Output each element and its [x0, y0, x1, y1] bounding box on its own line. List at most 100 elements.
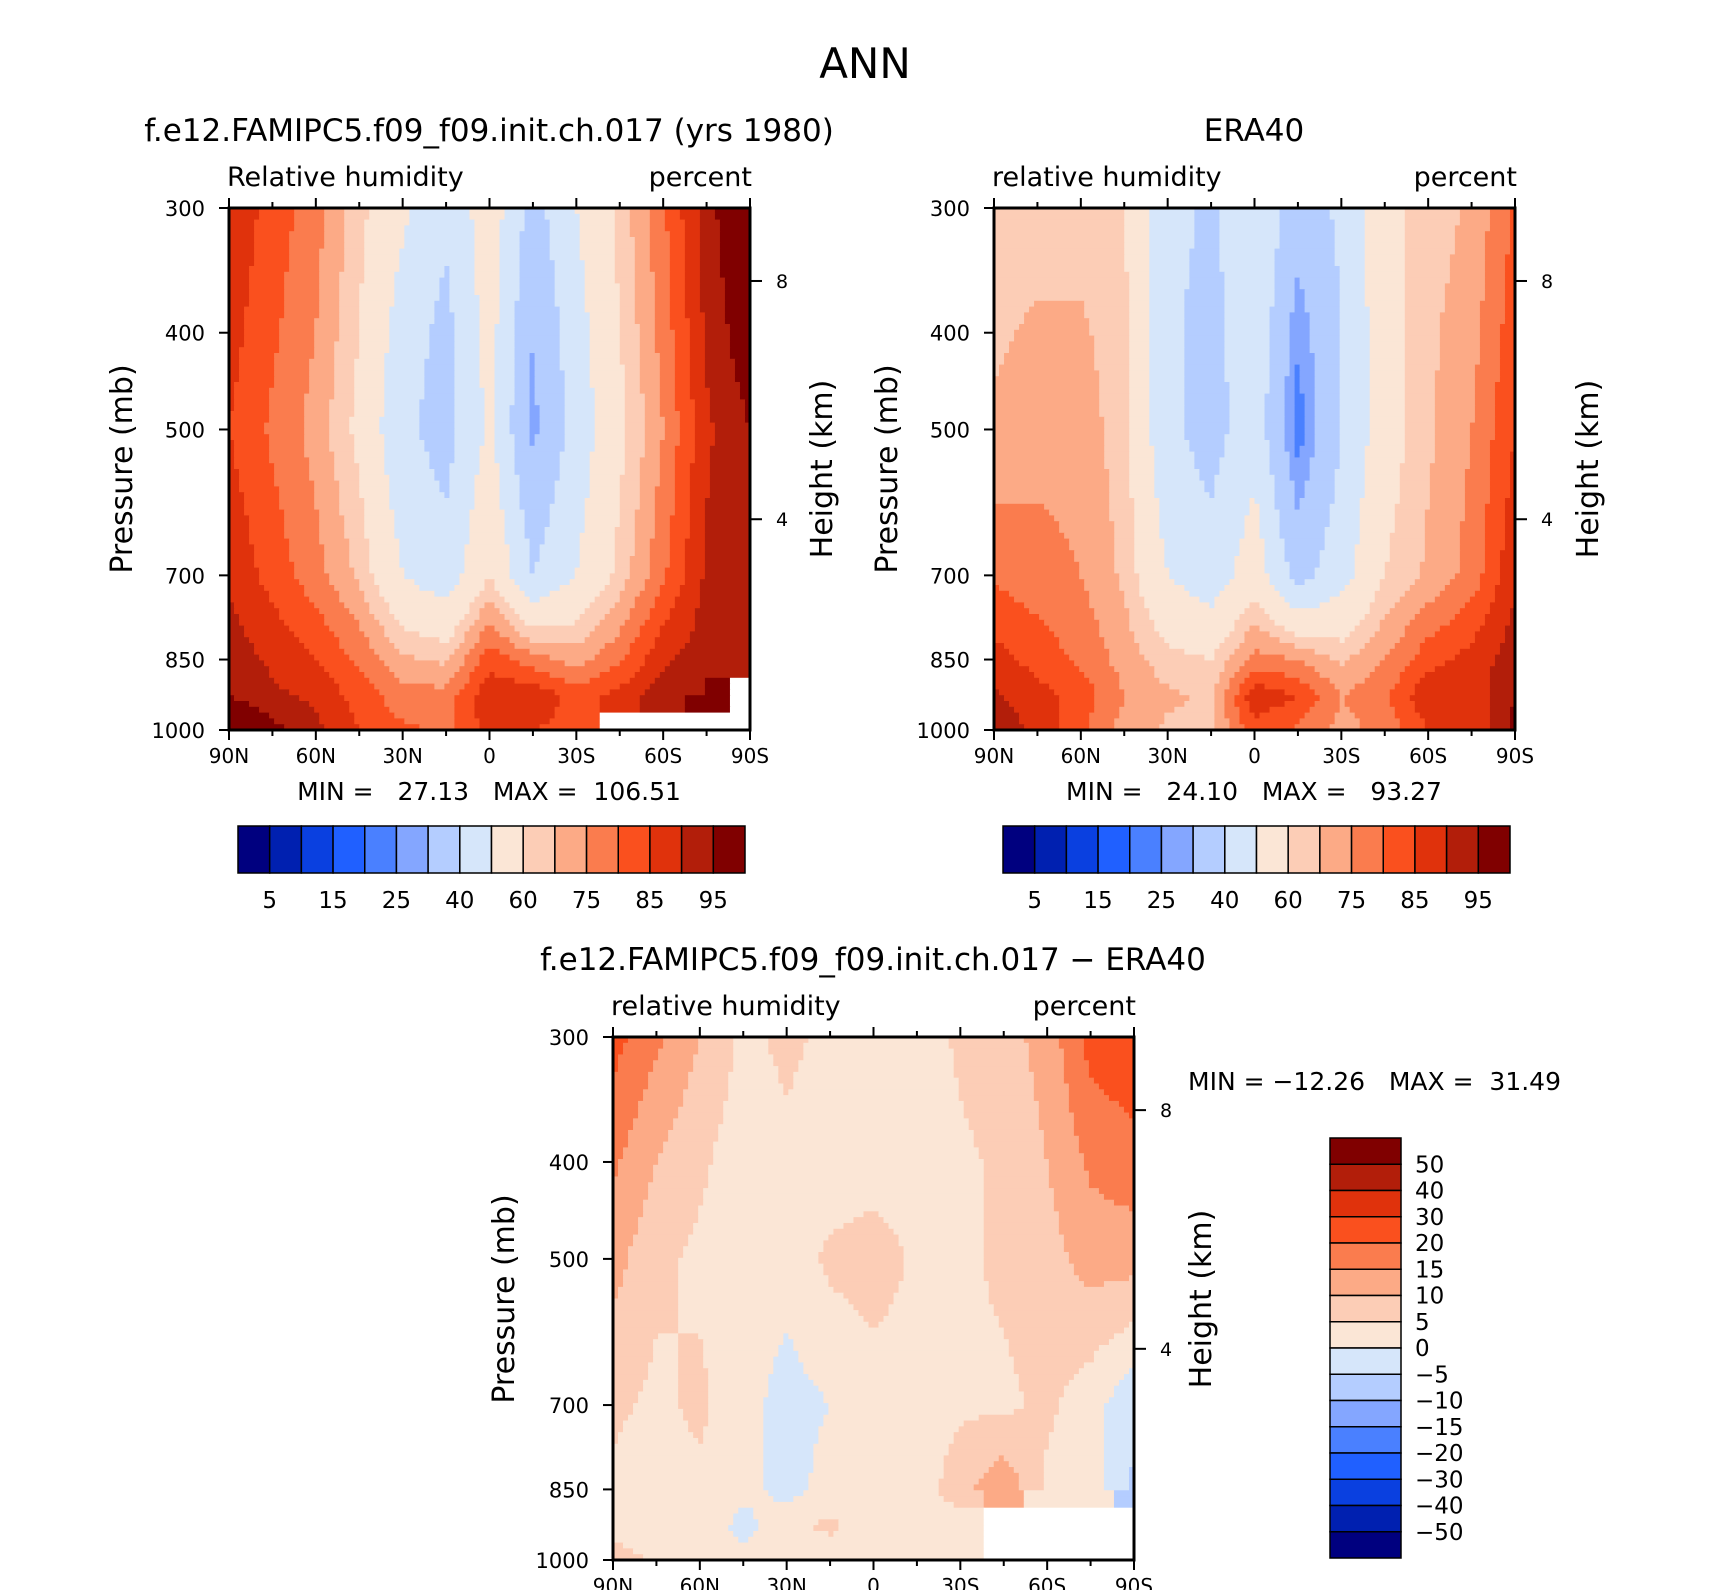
- field-cell: [1214, 718, 1231, 725]
- field-cell: [584, 306, 621, 313]
- field-cell: [1094, 706, 1120, 714]
- field-cell: [673, 1118, 724, 1125]
- field-cell: [1184, 295, 1226, 302]
- y-tick-label: 500: [549, 1248, 589, 1272]
- field-cell: [644, 434, 666, 441]
- field-cell: [1424, 527, 1461, 534]
- field-cell: [709, 411, 746, 418]
- field-cell: [1103, 1478, 1130, 1486]
- field-cell: [634, 283, 656, 290]
- field-cell: [659, 364, 676, 371]
- field-cell: [1454, 231, 1486, 238]
- field-cell: [444, 660, 466, 667]
- field-cell: [629, 208, 651, 215]
- field-cell: [314, 347, 335, 354]
- field-cell: [684, 225, 701, 232]
- field-cell: [234, 451, 270, 458]
- field-cell: [643, 1379, 679, 1387]
- field-cell: [589, 486, 621, 493]
- field-cell: [1459, 208, 1491, 215]
- field-cell: [828, 1408, 1015, 1416]
- field-cell: [1164, 550, 1241, 557]
- field-cell: [249, 271, 285, 279]
- field-cell: [539, 683, 621, 690]
- field-cell: [1314, 411, 1341, 418]
- field-cell: [624, 422, 646, 429]
- field-cell: [504, 532, 526, 540]
- field-cell: [364, 271, 395, 279]
- field-cell: [1094, 364, 1130, 371]
- field-cell: [1229, 387, 1271, 395]
- field-cell: [624, 370, 641, 377]
- field-cell: [639, 382, 661, 389]
- field-cell: [1509, 463, 1515, 470]
- field-cell: [284, 295, 320, 302]
- field-cell: [1354, 573, 1386, 580]
- field-cell: [1103, 1484, 1130, 1491]
- field-cell: [1048, 1432, 1105, 1439]
- field-cell: [624, 387, 641, 395]
- field-cell: [419, 724, 456, 730]
- field-cell: [994, 358, 1005, 366]
- field-cell: [374, 614, 395, 621]
- field-cell: [618, 1292, 679, 1300]
- field-cell: [1404, 213, 1461, 221]
- field-cell: [1354, 625, 1381, 632]
- field-cell: [1399, 469, 1431, 476]
- field-cell: [674, 463, 691, 470]
- field-cell: [1224, 318, 1271, 325]
- field-cell: [389, 306, 435, 313]
- field-cell: [1474, 631, 1506, 638]
- field-cell: [634, 295, 656, 302]
- field-cell: [639, 364, 661, 371]
- field-cell: [994, 405, 1100, 412]
- colorbar-box: [1329, 1347, 1402, 1375]
- field-cell: [664, 219, 686, 226]
- field-cell: [1129, 608, 1150, 615]
- field-cell: [594, 399, 626, 406]
- field-cell: [1023, 1501, 1115, 1509]
- field-cell: [1334, 242, 1366, 250]
- field-cell: [234, 463, 275, 470]
- field-cell: [659, 463, 676, 470]
- field-cell: [1389, 556, 1426, 563]
- field-cell: [994, 672, 1035, 679]
- field-cell: [1364, 271, 1406, 279]
- field-cell: [229, 660, 265, 667]
- field-cell: [699, 300, 726, 308]
- field-cell: [579, 213, 616, 221]
- field-cell: [633, 1548, 985, 1555]
- field-cell: [1289, 312, 1311, 319]
- field-cell: [1314, 364, 1341, 371]
- field-cell: [1244, 660, 1306, 667]
- field-cell: [1059, 718, 1090, 725]
- field-cell: [943, 1455, 1000, 1462]
- field-cell: [1434, 411, 1476, 418]
- field-cell: [1229, 382, 1271, 389]
- field-cell: [1284, 654, 1331, 661]
- field-cell: [469, 677, 486, 685]
- field-cell: [474, 289, 501, 296]
- field-cell: [1369, 637, 1401, 644]
- field-cell: [613, 1461, 764, 1468]
- field-cell: [514, 300, 556, 308]
- colorbar-label: 0: [1415, 1336, 1430, 1362]
- field-cell: [389, 474, 435, 482]
- field-cell: [1499, 643, 1515, 650]
- field-cell: [613, 1112, 639, 1119]
- field-cell: [319, 283, 340, 290]
- field-cell: [419, 428, 456, 435]
- field-cell: [1224, 347, 1271, 354]
- field-cell: [689, 521, 706, 528]
- height-tick-label: 4: [1541, 509, 1553, 531]
- field-cell: [1309, 318, 1341, 325]
- field-cell: [1404, 358, 1441, 366]
- field-cell: [319, 527, 345, 534]
- field-cell: [674, 469, 691, 476]
- field-cell: [1504, 318, 1515, 325]
- field-cell: [613, 1507, 739, 1515]
- field-cell: [1284, 434, 1296, 441]
- field-cell: [684, 254, 701, 261]
- field-cell: [1509, 724, 1515, 730]
- field-cell: [569, 579, 611, 586]
